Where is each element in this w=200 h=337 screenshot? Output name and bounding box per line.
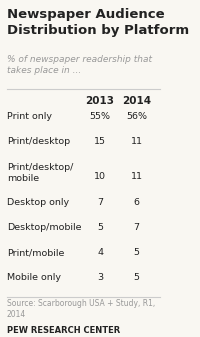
Text: Print/desktop/
mobile: Print/desktop/ mobile xyxy=(7,163,73,183)
Text: Print/mobile: Print/mobile xyxy=(7,248,64,257)
Text: 4: 4 xyxy=(97,248,103,257)
Text: 2014: 2014 xyxy=(122,96,151,105)
Text: Mobile only: Mobile only xyxy=(7,273,61,282)
Text: Newspaper Audience
Distribution by Platform: Newspaper Audience Distribution by Platf… xyxy=(7,8,189,37)
Text: Source: Scarborough USA + Study, R1,
2014: Source: Scarborough USA + Study, R1, 201… xyxy=(7,299,155,319)
Text: 55%: 55% xyxy=(90,112,111,121)
Text: 7: 7 xyxy=(134,223,140,232)
Text: 5: 5 xyxy=(134,248,140,257)
Text: 2013: 2013 xyxy=(86,96,115,105)
Text: 3: 3 xyxy=(97,273,103,282)
Text: 15: 15 xyxy=(94,137,106,147)
Text: 11: 11 xyxy=(131,137,143,147)
Text: Print only: Print only xyxy=(7,112,52,121)
Text: 7: 7 xyxy=(97,198,103,207)
Text: 56%: 56% xyxy=(126,112,147,121)
Text: 5: 5 xyxy=(97,223,103,232)
Text: % of newspaper readership that
takes place in ...: % of newspaper readership that takes pla… xyxy=(7,55,152,75)
Text: PEW RESEARCH CENTER: PEW RESEARCH CENTER xyxy=(7,326,120,335)
Text: 10: 10 xyxy=(94,172,106,181)
Text: 5: 5 xyxy=(134,273,140,282)
Text: Print/desktop: Print/desktop xyxy=(7,137,70,147)
Text: Desktop/mobile: Desktop/mobile xyxy=(7,223,81,232)
Text: 6: 6 xyxy=(134,198,140,207)
Text: Desktop only: Desktop only xyxy=(7,198,69,207)
Text: 11: 11 xyxy=(131,172,143,181)
